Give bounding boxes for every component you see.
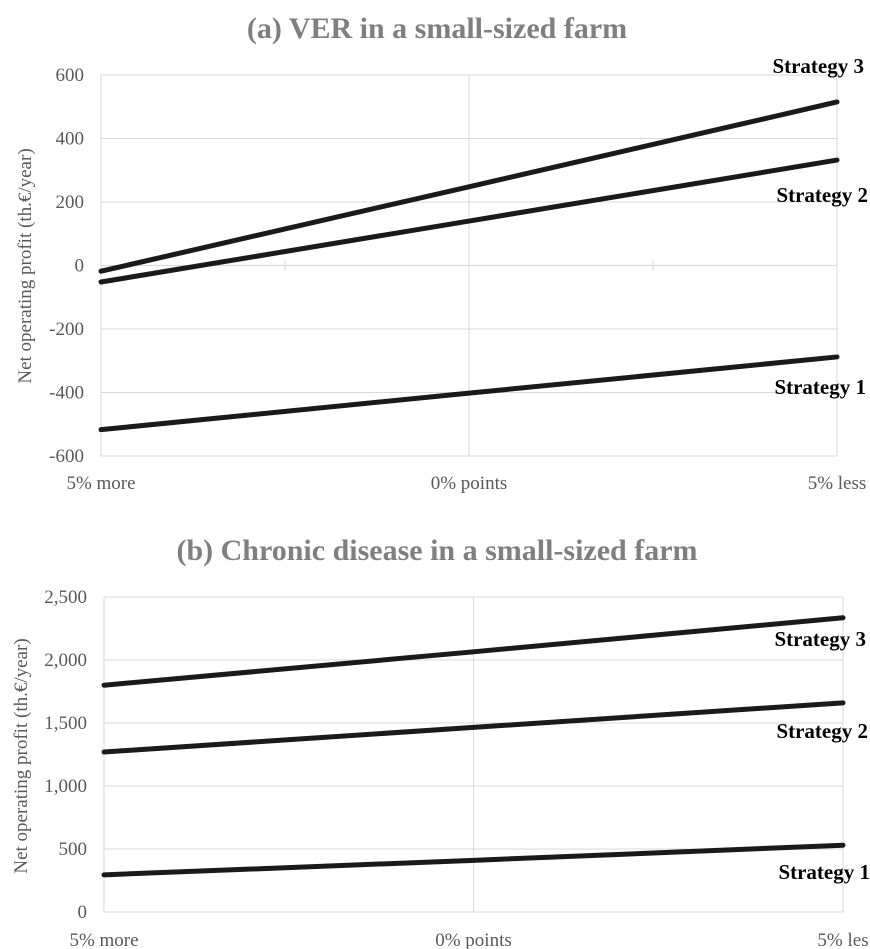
chart-ver-small-farm: (a) VER in a small-sized farm Net operat… [15, 12, 868, 494]
series-line [101, 842, 846, 878]
plot-area: -600 -400 -200 0 200 400 600 5% more 0% points 5%… [49, 54, 868, 494]
y-tick-label: 500 [59, 839, 88, 860]
series-label: Strategy 1 [778, 860, 870, 884]
y-tick-label: -600 [49, 446, 84, 467]
series-label: Strategy 3 [772, 54, 864, 78]
chart-chronic-disease-small-farm: (b) Chronic disease in a small-sized far… [11, 534, 870, 949]
y-tick-label: 600 [56, 65, 85, 86]
y-tick-label: 400 [56, 129, 85, 150]
x-tick-label: 5% less [808, 473, 867, 494]
x-tick-label: 0% points [435, 930, 512, 949]
y-tick-label: -200 [49, 319, 84, 340]
series-label: Strategy 2 [776, 719, 868, 743]
series-label: Strategy 3 [774, 627, 866, 651]
y-tick-label: -400 [49, 383, 84, 404]
plot-area: 0 500 1,000 1,500 2,000 2,500 5% more 0% points… [44, 587, 870, 949]
chart-title: (a) VER in a small-sized farm [247, 12, 627, 45]
y-tick-label: 1,500 [44, 713, 87, 734]
x-tick-label: 5% more [66, 473, 135, 494]
y-tick-label: 200 [56, 192, 85, 213]
series-line [101, 615, 846, 688]
x-tick-label: 5% les [817, 930, 868, 949]
y-tick-label: 0 [75, 256, 85, 277]
series-label: Strategy 1 [774, 375, 866, 399]
x-tick-label: 5% more [69, 930, 138, 949]
y-tick-label: 0 [78, 902, 88, 923]
series-line [98, 99, 840, 274]
x-tick-label: 0% points [431, 473, 508, 494]
y-tick-label: 2,000 [44, 650, 87, 671]
series-line [98, 157, 840, 285]
y-tick-label: 1,000 [44, 776, 87, 797]
series-line [98, 354, 840, 433]
y-axis-label: Net operating profit (th.€/year) [15, 148, 36, 383]
series-line [101, 700, 846, 755]
y-tick-label: 2,500 [44, 587, 87, 608]
y-axis-label: Net operating profit (th.€/year) [11, 638, 32, 873]
series-label: Strategy 2 [776, 183, 868, 207]
chart-title: (b) Chronic disease in a small-sized far… [176, 534, 697, 567]
